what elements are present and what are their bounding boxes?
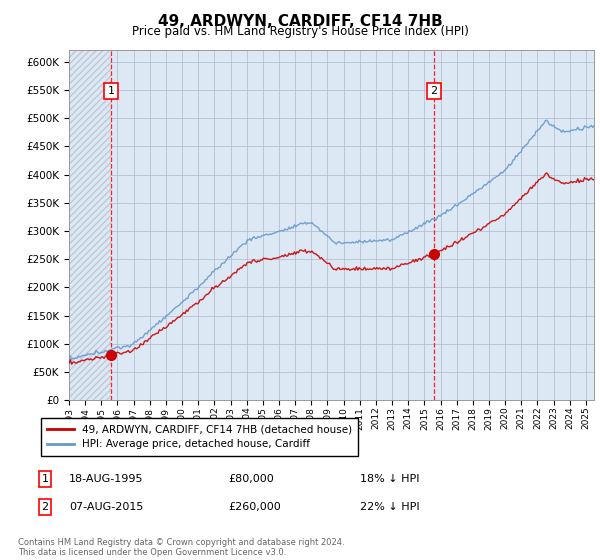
Text: 2: 2 (41, 502, 49, 512)
Text: £80,000: £80,000 (228, 474, 274, 484)
Text: £260,000: £260,000 (228, 502, 281, 512)
Text: Price paid vs. HM Land Registry's House Price Index (HPI): Price paid vs. HM Land Registry's House … (131, 25, 469, 38)
Text: 1: 1 (41, 474, 49, 484)
Text: 18% ↓ HPI: 18% ↓ HPI (360, 474, 419, 484)
Text: 07-AUG-2015: 07-AUG-2015 (69, 502, 143, 512)
Bar (69, 50, 112, 400)
Text: 2: 2 (430, 86, 437, 96)
Text: Contains HM Land Registry data © Crown copyright and database right 2024.
This d: Contains HM Land Registry data © Crown c… (18, 538, 344, 557)
Text: 22% ↓ HPI: 22% ↓ HPI (360, 502, 419, 512)
Text: 1: 1 (108, 86, 115, 96)
Text: 49, ARDWYN, CARDIFF, CF14 7HB: 49, ARDWYN, CARDIFF, CF14 7HB (158, 14, 442, 29)
Text: 18-AUG-1995: 18-AUG-1995 (69, 474, 143, 484)
Legend: 49, ARDWYN, CARDIFF, CF14 7HB (detached house), HPI: Average price, detached hou: 49, ARDWYN, CARDIFF, CF14 7HB (detached … (41, 418, 358, 456)
